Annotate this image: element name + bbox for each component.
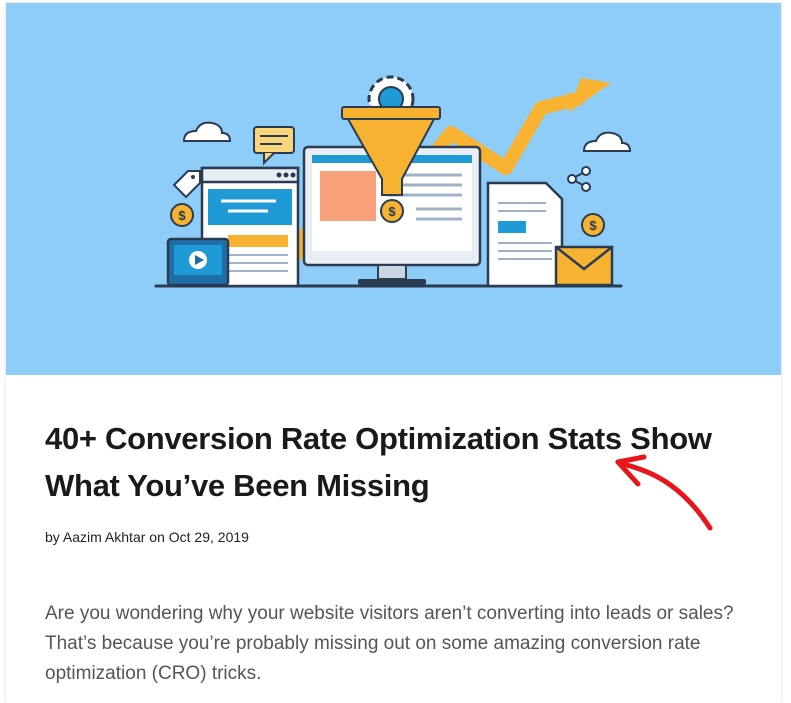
coin-icon: $ (581, 213, 605, 237)
document-icon (486, 181, 564, 288)
coin-icon: $ (170, 203, 194, 227)
share-icon (567, 166, 591, 192)
browser-window-icon (200, 166, 300, 288)
cro-illustration: $ $ (154, 75, 632, 288)
video-player-icon (166, 237, 230, 287)
tag-icon (172, 170, 201, 199)
byline-prefix: by (45, 529, 60, 545)
cloud-icon (182, 121, 232, 142)
featured-image[interactable]: $ $ (6, 3, 781, 375)
svg-text:$: $ (388, 204, 396, 219)
article-card: $ $ (6, 3, 781, 703)
date-prefix: on (149, 529, 165, 545)
article-title[interactable]: 40+ Conversion Rate Optimization Stats S… (45, 421, 712, 503)
hand-drawn-arrow (615, 454, 713, 531)
byline: by Aazim Akhtar on Oct 29, 2019 (45, 529, 249, 545)
funnel-icon: $ (341, 106, 441, 223)
svg-text:$: $ (178, 208, 186, 223)
author-link[interactable]: Aazim Akhtar (62, 529, 146, 545)
svg-text:$: $ (589, 218, 597, 233)
publish-date: Oct 29, 2019 (168, 529, 249, 545)
article-excerpt: Are you wondering why your website visit… (45, 603, 734, 684)
cloud-icon (582, 131, 632, 152)
envelope-icon (554, 245, 614, 287)
chat-bubble-icon (253, 126, 295, 166)
